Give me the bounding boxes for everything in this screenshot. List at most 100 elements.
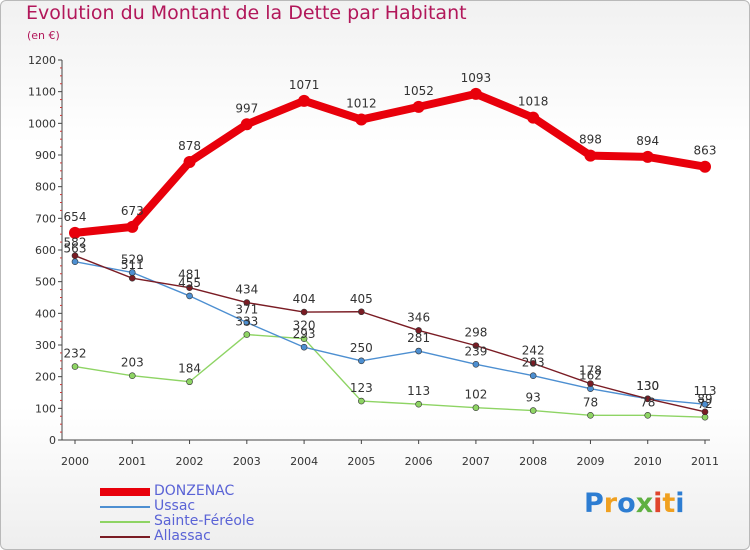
data-point-allassac	[472, 342, 480, 349]
data-label-allassac: 178	[579, 364, 602, 378]
data-label-donzenac: 997	[235, 101, 258, 115]
series-line-donzenac	[71, 89, 709, 237]
legend-label-sainte-fereole: Sainte-Féréole	[154, 513, 255, 529]
data-label-sainte-f-r-ole: 78	[583, 395, 598, 409]
y-tick-label: 1000	[28, 117, 56, 130]
x-tick-label: 2004	[290, 455, 318, 468]
data-label-allassac: 582	[64, 236, 87, 250]
data-label-ussac: 250	[350, 341, 373, 355]
data-label-sainte-f-r-ole: 232	[64, 347, 87, 361]
y-tick-label: 700	[35, 212, 56, 225]
data-point-ussac	[701, 400, 709, 408]
data-label-ussac: 529	[121, 252, 144, 266]
data-label-ussac: 239	[464, 344, 487, 358]
data-point-donzenac	[240, 118, 253, 131]
data-label-ussac: 203	[522, 356, 545, 370]
data-label-donzenac: 1018	[518, 95, 549, 109]
data-label-sainte-f-r-ole: 184	[178, 362, 201, 376]
data-point-sainte-f-r-ole	[128, 372, 136, 380]
data-label-ussac: 293	[293, 327, 316, 341]
data-point-ussac	[71, 258, 79, 266]
data-point-donzenac	[183, 155, 196, 168]
data-point-sainte-f-r-ole	[71, 363, 79, 370]
data-label-sainte-f-r-ole: 333	[235, 315, 258, 329]
y-tick-label: 900	[35, 149, 56, 162]
legend-swatch-allassac	[100, 536, 150, 538]
data-point-sainte-f-r-ole	[300, 335, 308, 342]
data-point-sainte-f-r-ole	[529, 407, 537, 414]
data-label-allassac: 405	[350, 292, 373, 306]
x-tick-label: 2009	[576, 455, 604, 468]
data-point-donzenac	[412, 100, 425, 113]
data-point-donzenac	[699, 160, 711, 173]
data-point-allassac	[243, 299, 251, 306]
data-label-donzenac: 1052	[403, 84, 434, 98]
data-point-allassac	[415, 327, 422, 334]
x-tick-label: 2001	[118, 455, 146, 468]
data-label-ussac: 281	[407, 331, 430, 345]
data-point-donzenac	[298, 94, 311, 107]
data-label-sainte-f-r-ole: 320	[293, 319, 316, 333]
data-point-sainte-f-r-ole	[186, 378, 193, 386]
data-point-allassac	[71, 252, 79, 259]
x-tick-label: 2005	[347, 455, 375, 468]
x-tick-label: 2007	[462, 455, 490, 468]
data-label-allassac: 511	[121, 258, 144, 272]
data-label-allassac: 434	[235, 283, 258, 297]
chart-title: Evolution du Montant de la Dette par Hab…	[26, 2, 467, 24]
legend-label-ussac: Ussac	[154, 498, 196, 514]
data-point-donzenac	[126, 220, 139, 233]
data-label-donzenac: 654	[64, 210, 87, 224]
x-tick-label: 2003	[233, 455, 261, 468]
data-point-ussac	[186, 292, 193, 300]
data-point-ussac	[529, 372, 537, 380]
data-point-donzenac	[69, 226, 81, 239]
data-point-allassac	[529, 360, 537, 367]
data-label-donzenac: 898	[579, 133, 602, 147]
data-point-ussac	[358, 357, 365, 365]
legend-swatch-sainte-fereole	[100, 521, 150, 523]
data-point-donzenac	[641, 150, 654, 163]
proxiti-logo: Proxiti	[584, 488, 685, 519]
data-label-ussac: 563	[64, 242, 87, 256]
y-tick-label: 0	[49, 434, 56, 447]
data-label-donzenac: 1071	[289, 78, 320, 92]
data-point-sainte-f-r-ole	[644, 411, 652, 419]
data-label-ussac: 113	[694, 384, 717, 398]
y-tick-label: 800	[35, 181, 56, 194]
y-tick-label: 300	[35, 339, 56, 352]
data-label-donzenac: 894	[636, 134, 659, 148]
data-point-donzenac	[355, 113, 368, 126]
x-tick-label: 2010	[634, 455, 662, 468]
data-label-allassac: 481	[178, 268, 201, 282]
series-line-allassac	[74, 254, 706, 413]
y-tick-label: 1200	[28, 54, 56, 67]
data-point-ussac	[472, 361, 480, 368]
data-label-allassac: 89	[697, 392, 712, 406]
data-point-sainte-f-r-ole	[243, 331, 251, 338]
data-label-sainte-f-r-ole: 123	[350, 381, 373, 395]
data-label-allassac: 242	[522, 343, 545, 357]
x-tick-label: 2006	[405, 455, 433, 468]
data-point-ussac	[415, 347, 422, 355]
data-label-donzenac: 863	[694, 144, 717, 158]
data-label-ussac: 162	[579, 369, 602, 383]
x-tick-label: 2000	[61, 455, 89, 468]
legend-label-donzenac: DONZENAC	[154, 483, 235, 499]
data-point-allassac	[587, 380, 594, 387]
data-point-sainte-f-r-ole	[358, 397, 365, 405]
y-tick-label: 400	[35, 307, 56, 320]
y-tick-label: 100	[35, 402, 56, 415]
data-point-allassac	[644, 395, 652, 403]
data-label-sainte-f-r-ole: 113	[407, 384, 430, 398]
data-point-allassac	[300, 308, 308, 316]
x-tick-label: 2011	[691, 455, 719, 468]
data-point-allassac	[128, 274, 136, 282]
data-point-donzenac	[469, 87, 482, 100]
y-tick-label: 600	[35, 244, 56, 257]
data-point-allassac	[701, 408, 709, 416]
data-point-ussac	[243, 319, 251, 326]
y-tick-label: 500	[35, 276, 56, 289]
data-label-ussac: 455	[178, 276, 201, 290]
